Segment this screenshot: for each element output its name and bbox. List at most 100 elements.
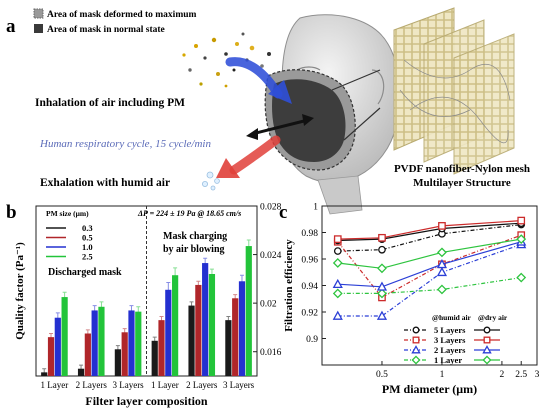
chart-c-point (332, 310, 343, 320)
panel-a: a Area of mask deformed to maximum Area … (6, 7, 530, 215)
chart-c-point (516, 234, 527, 245)
chart-b-ytick-label: 0.028 (260, 203, 282, 213)
chart-c-ytick-label: 1 (313, 203, 318, 213)
chart-c-ytick-label: 0.94 (301, 282, 318, 292)
chart-b-bar (188, 305, 195, 376)
chart-c-legend-marker-dry (483, 336, 491, 344)
chart-b-bar (165, 289, 172, 376)
chart-b-pressure-annotation: ΔP = 224 ± 19 Pa @ 18.65 cm/s (137, 209, 241, 218)
inhale-arrow (225, 57, 283, 99)
chart-b-bar (158, 320, 165, 376)
exhale-arrow (229, 135, 281, 175)
chart-c-point (376, 310, 388, 320)
chart-b-error-bar (233, 294, 238, 303)
structure-label-line2: Multilayer Structure (413, 177, 511, 189)
chart-b-bar (84, 333, 91, 376)
mesh-structure (393, 7, 515, 175)
chart-c-xtick-label: 2 (500, 370, 505, 380)
chart-c-point (378, 233, 386, 242)
chart-c-point (437, 247, 447, 258)
chart-b-legend-label: 0.3 (82, 223, 93, 233)
chart-b-bar (135, 311, 142, 376)
chart-c-ylabel: Filtration efficiency (283, 239, 295, 332)
chart-c-series-line (337, 238, 522, 269)
chart-c-legend-label: 3 Layers (434, 335, 466, 345)
chart-c-ytick-label: 0.92 (301, 309, 318, 319)
double-arrow-icon (246, 114, 314, 140)
chart-c-series-line (337, 234, 522, 299)
chart-c-legend-group-dry: @dry air (478, 313, 508, 322)
cycle-label: Human respiratory cycle, 15 cycle/min (39, 138, 211, 150)
humid-droplets (201, 171, 220, 191)
chart-c-point (516, 272, 527, 283)
legend-swatch-normal (34, 24, 43, 33)
chart-c-legend-marker-dry (482, 355, 492, 365)
chart-b-charging-annotation-1: Mask charging (163, 231, 227, 242)
chart-b-discharged-annotation: Discharged mask (48, 267, 122, 278)
chart-b-bar (225, 320, 232, 376)
chart-b-category-label: 3 Layers (112, 380, 144, 390)
panel-a-legend: Area of mask deformed to maximum Area of… (33, 8, 197, 35)
chart-b: 0.016 0.02 0.024 0.028 1 Layer 2 Layers 3 Laye… (14, 203, 282, 409)
chart-b-bar (172, 275, 179, 376)
panel-b-letter: b (6, 202, 17, 223)
chart-c-point (437, 284, 447, 295)
chart-b-bar (195, 284, 202, 376)
chart-c-point (376, 281, 388, 291)
chart-c-point (378, 245, 386, 254)
chart-c-point (332, 278, 343, 289)
chart-c-point (377, 263, 387, 274)
chart-b-category-label: 2 Layers (186, 380, 218, 390)
chart-b-legend-label: 1.0 (82, 242, 93, 252)
structure-label-line1: PVDF nanofiber-Nylon mesh (394, 163, 530, 175)
chart-b-xlabel: Filter layer composition (85, 394, 208, 408)
panel-b: b 0.016 0.02 0.024 0.028 1 Layer 2 Layers 3 La… (6, 202, 282, 408)
chart-c-legend-marker-dry (483, 326, 491, 334)
chart-c-series-line (337, 224, 522, 252)
chart-c-point (517, 216, 526, 225)
chart-b-error-bar (173, 267, 178, 283)
chart-c-legend-marker-humid (412, 336, 420, 344)
chart-c-legend-marker-humid (411, 355, 421, 365)
exhale-arrow-head (216, 158, 240, 178)
chart-b-category-label: 1 Layer (41, 380, 69, 390)
chart-c-legend-marker-humid (411, 345, 421, 354)
chart-c-legend-marker-dry (482, 345, 492, 354)
chart-b-bar (47, 337, 55, 376)
chart-b-bar (128, 310, 135, 376)
chart-b-error-bar (62, 291, 67, 303)
chart-c-series-line (337, 277, 522, 294)
chart-b-error-bar (209, 268, 214, 280)
chart-b-bar (202, 263, 209, 376)
chart-c-legend-label: 2 Layers (434, 345, 466, 355)
chart-b-ytick-label: 0.016 (260, 348, 282, 358)
chart-b-error-bar (159, 316, 164, 325)
chart-b-error-bar (55, 312, 60, 324)
chart-b-ytick-label: 0.024 (260, 251, 282, 261)
panel-c: c 0.9 0.92 0.94 0.96 0.98 1 0.5 1 2 2.5 3 Filtratio… (279, 202, 540, 396)
chart-b-error-bar (115, 345, 120, 354)
chart-b-error-bar (246, 239, 251, 253)
chart-b-legend-title: PM size (μm) (46, 209, 89, 218)
chart-c-legend-marker-humid (412, 326, 420, 334)
chart-b-error-bar (239, 274, 244, 288)
chart-c-xtick-label: 2.5 (515, 370, 527, 380)
chart-c-legend-group-humid: @humid air (432, 313, 472, 322)
chart-c-point (333, 235, 342, 243)
legend-label-normal: Area of mask in normal state (47, 25, 165, 35)
chart-b-legend-label: 0.5 (82, 233, 93, 243)
chart-b-legend-label: 2.5 (82, 252, 93, 262)
chart-c-series-line (337, 220, 522, 240)
chart-c-series-line (337, 243, 522, 317)
chart-c-ytick-label: 0.98 (301, 229, 318, 239)
chart-b-error-bar (166, 282, 171, 298)
inhalation-label: Inhalation of air including PM (35, 97, 185, 109)
chart-b-error-bar (85, 329, 90, 338)
legend-swatch-deformed (33, 8, 44, 19)
chart-c-legend-label: 5 Layers (434, 325, 466, 335)
panel-a-letter: a (6, 16, 16, 37)
chart-c-point (332, 258, 343, 268)
chart-c-ytick-label: 0.96 (301, 256, 318, 266)
chart-b-error-bar (92, 305, 97, 316)
